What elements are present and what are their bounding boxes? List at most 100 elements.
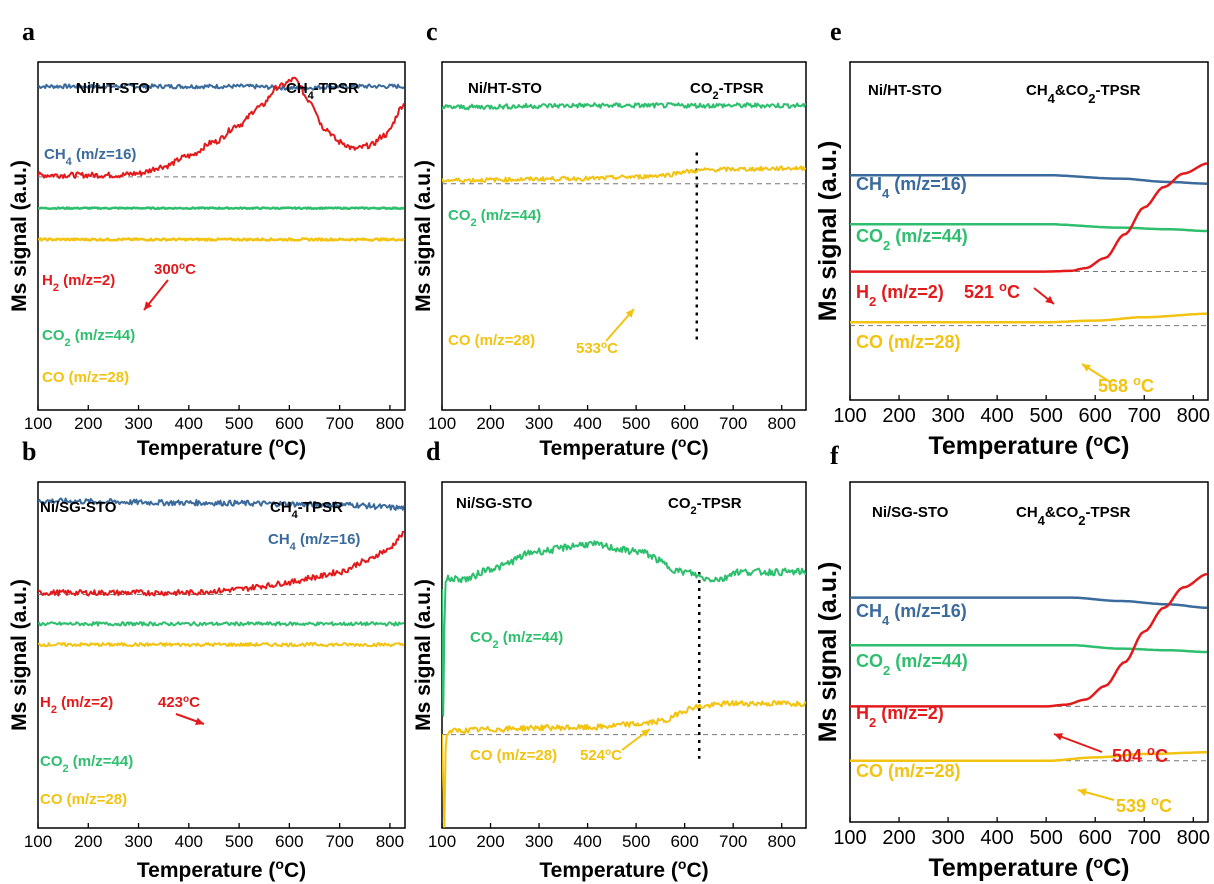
series-line-h2 [850,162,1208,273]
plot-frame [849,61,1209,401]
x-tick-label: 300 [124,414,152,433]
series-label: CO (m/z=28) [448,332,535,349]
x-tick-label: 200 [882,827,915,849]
series-label: CH4 (m/z=16) [856,601,967,628]
experiment-name: CO2-TPSR [690,80,764,102]
x-tick-label: 200 [476,414,504,433]
x-tick-label: 300 [931,827,964,849]
experiment-name: CH4-TPSR [286,80,359,102]
sample-name: Ni/HT-STO [468,80,542,97]
temperature-annotation: 504 oC [1112,743,1168,767]
panel-label-b: b [22,437,36,466]
temperature-annotation: 524oC [580,747,622,765]
arrow-head [1082,364,1091,372]
series-line-co2 [442,102,806,111]
x-tick-label: 100 [428,832,456,851]
x-tick-label: 700 [1128,405,1161,427]
x-tick-label: 700 [719,832,747,851]
panel-d: d CO2 (m/z=44) CO (m/z=28) 524oC Ni/SG-STO CO… [412,437,807,882]
x-tick-label: 800 [768,414,796,433]
x-axis-title: Temperature (oC) [137,434,306,460]
arrow-head [1078,788,1087,796]
x-tick-label: 800 [1177,405,1210,427]
x-tick-label: 100 [24,414,52,433]
temperature-annotation: 533oC [576,340,618,358]
panel-c: c CO2 (m/z=44) CO (m/z=28) 533oC Ni/HT-STO CO… [412,17,807,460]
plot-frame [37,61,406,411]
x-tick-label: 300 [525,832,553,851]
x-tick-label: 700 [719,414,747,433]
y-axis-title: Ms signal (a.u.) [8,579,31,731]
x-tick-label: 500 [225,832,253,851]
plot-area [850,572,1208,763]
x-tick-label: 600 [275,832,303,851]
arrow-head [625,309,634,318]
series-line-h2 [38,76,405,179]
x-tick-label: 400 [980,405,1013,427]
x-tick-label: 400 [573,832,601,851]
y-axis-title: Ms signal (a.u.) [814,141,842,322]
x-tick-label: 700 [325,832,353,851]
panel-label-c: c [426,17,438,46]
series-label: CO2 (m/z=44) [856,226,968,253]
sample-name: Ni/SG-STO [40,499,117,516]
arrow-head [1054,733,1063,741]
panel-f: f CH4 (m/z=16) CO2 (m/z=44) H2 (m/z=2) CO (m… [814,441,1210,882]
x-tick-label: 200 [74,832,102,851]
series-line-co [38,237,405,242]
series-label: CO (m/z=28) [856,332,961,352]
x-tick-label: 300 [931,405,964,427]
series-line-co [850,312,1207,324]
series-line-co2 [442,540,806,717]
x-tick-label: 400 [175,414,203,433]
arrow-head [195,717,204,725]
experiment-name: CH4&CO2-TPSR [1016,504,1131,528]
x-tick-label: 600 [1079,405,1112,427]
x-tick-label: 800 [376,414,404,433]
x-tick-label: 600 [1079,827,1112,849]
series-line-co2 [850,222,1207,233]
series-line-co [38,641,405,648]
x-tick-label: 800 [1177,827,1210,849]
series-label: CO2 (m/z=44) [470,629,563,651]
x-tick-label: 800 [376,832,404,851]
x-tick-label: 500 [1029,405,1062,427]
plot-frame [441,61,807,411]
series-label: H2 (m/z=2) [40,694,113,716]
plot-area [442,540,806,828]
series-line-co2 [38,621,404,627]
series-line-co2 [850,643,1207,654]
x-axis-title: Temperature (oC) [539,856,708,882]
panel-label-e: e [830,17,842,46]
x-tick-label: 600 [670,832,698,851]
series-label: CO (m/z=28) [470,747,557,764]
sample-name: Ni/HT-STO [868,82,942,99]
arrow-head [144,301,153,310]
annotation-arrow [1053,733,1103,753]
series-label: CO (m/z=28) [42,369,129,386]
arrow-head [1045,295,1054,304]
series-label: CO (m/z=28) [40,791,127,808]
temperature-annotation: 568 oC [1098,373,1154,397]
temperature-annotation: 539 oC [1116,793,1172,817]
x-tick-label: 200 [476,832,504,851]
x-tick-label: 800 [768,832,796,851]
x-tick-label: 200 [882,405,915,427]
panel-label-a: a [22,17,35,46]
x-tick-label: 400 [980,827,1013,849]
x-tick-label: 400 [175,832,203,851]
x-axis-title: Temperature (oC) [928,432,1129,460]
panel-b: b CH4 (m/z=16) H2 (m/z=2) CO2 (m/z=44) CO (m… [8,437,406,882]
temperature-annotation: 300oC [154,261,196,279]
series-line-h2 [38,530,405,597]
arrow-head [641,729,650,737]
x-tick-label: 100 [833,405,866,427]
x-tick-label: 500 [622,414,650,433]
x-tick-label: 700 [325,414,353,433]
x-tick-label: 500 [622,832,650,851]
x-axis-title: Temperature (oC) [928,854,1129,882]
panel-label-f: f [830,441,839,470]
experiment-name: CO2-TPSR [668,495,742,517]
y-axis-title: Ms signal (a.u.) [412,579,435,731]
